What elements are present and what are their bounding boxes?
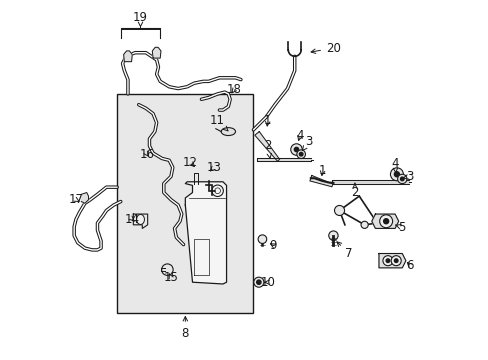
Circle shape: [390, 256, 400, 266]
Text: 14: 14: [125, 213, 140, 226]
Polygon shape: [254, 132, 279, 161]
Circle shape: [256, 280, 261, 284]
Text: 1: 1: [318, 164, 326, 177]
Circle shape: [397, 174, 406, 184]
Polygon shape: [185, 182, 226, 284]
Text: 5: 5: [395, 221, 405, 234]
Text: 6: 6: [406, 259, 413, 272]
Text: 1: 1: [264, 114, 271, 127]
Circle shape: [294, 147, 298, 152]
Text: 3: 3: [302, 135, 312, 150]
Circle shape: [360, 221, 367, 228]
Polygon shape: [332, 180, 408, 184]
Text: 4: 4: [296, 129, 303, 142]
Circle shape: [258, 235, 266, 243]
Text: 20: 20: [310, 41, 340, 54]
Text: 2: 2: [350, 183, 358, 199]
Circle shape: [328, 231, 337, 240]
Text: 17: 17: [68, 193, 83, 206]
Bar: [117, 94, 253, 313]
Text: 7: 7: [336, 242, 352, 260]
Circle shape: [386, 259, 389, 262]
Polygon shape: [378, 253, 405, 268]
Polygon shape: [309, 175, 332, 187]
Polygon shape: [81, 193, 88, 203]
Circle shape: [299, 152, 303, 156]
Ellipse shape: [136, 215, 144, 225]
Circle shape: [383, 219, 388, 224]
Text: 19: 19: [133, 12, 148, 27]
Text: 2: 2: [264, 139, 271, 158]
Circle shape: [394, 259, 397, 262]
Circle shape: [290, 144, 302, 155]
Circle shape: [379, 215, 392, 228]
Circle shape: [162, 264, 173, 275]
Circle shape: [296, 150, 305, 158]
Text: 11: 11: [210, 114, 227, 131]
Circle shape: [389, 168, 403, 181]
Ellipse shape: [221, 128, 235, 135]
Text: 8: 8: [181, 316, 189, 340]
Polygon shape: [133, 214, 147, 228]
Polygon shape: [371, 214, 398, 228]
Circle shape: [253, 277, 264, 287]
Text: 10: 10: [260, 276, 275, 289]
Circle shape: [334, 206, 344, 216]
Text: 13: 13: [206, 161, 221, 174]
Text: 3: 3: [403, 170, 413, 183]
Circle shape: [400, 177, 403, 181]
Polygon shape: [152, 47, 161, 58]
Text: 16: 16: [139, 148, 154, 161]
Text: 12: 12: [182, 156, 197, 168]
Text: 15: 15: [163, 271, 178, 284]
Circle shape: [382, 256, 392, 266]
Polygon shape: [123, 51, 132, 62]
Text: 9: 9: [269, 239, 276, 252]
Text: 4: 4: [390, 157, 398, 173]
Text: 18: 18: [226, 83, 242, 96]
Circle shape: [394, 172, 399, 177]
Polygon shape: [257, 158, 310, 161]
